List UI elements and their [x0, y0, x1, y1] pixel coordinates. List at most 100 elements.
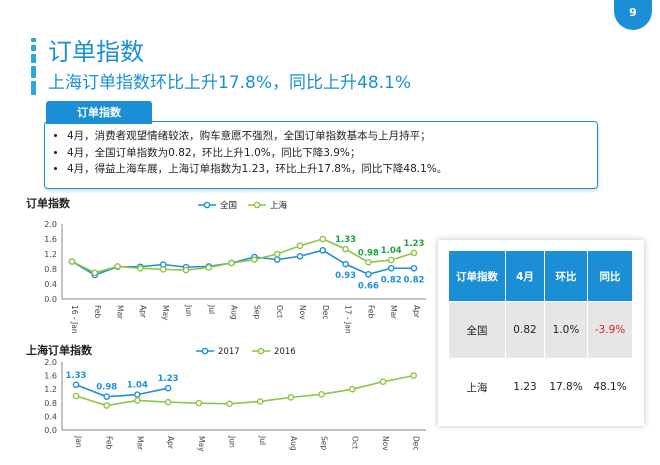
- data-point: [342, 245, 349, 253]
- x-tick-label: 17 - Jan: [344, 305, 353, 334]
- series-line-1: [75, 374, 414, 407]
- x-tick-label: Nov: [298, 305, 307, 320]
- data-point: [387, 264, 395, 272]
- page-title: 订单指数: [48, 38, 144, 66]
- x-tick-label: Jul: [207, 304, 216, 314]
- table-header-cell: 4月: [505, 250, 545, 302]
- data-point: [342, 260, 349, 268]
- data-point: [137, 264, 144, 272]
- table-cell: 17.8%: [544, 358, 588, 416]
- data-point: [226, 400, 233, 408]
- data-point: [296, 242, 304, 250]
- data-point: [348, 385, 356, 393]
- title-decoration-bar-2: [31, 45, 36, 51]
- x-tick-label: Jun: [228, 435, 237, 448]
- national-shanghai-order-index-chart: 0.0 0.4 0.8 1.2 1.6 2.0 16 - Jan Feb Mar Apr May Ju…: [44, 200, 426, 334]
- x-tick-label: Dec: [321, 305, 330, 320]
- data-label: 1.23: [404, 239, 425, 249]
- x-tick-label: Mar: [135, 436, 144, 451]
- stats-table-card: 订单指数 4月 环比 同比 全国 0.82 1.0% -3.9% 上海 1.23…: [438, 240, 644, 426]
- data-point: [319, 235, 327, 243]
- data-point: [68, 258, 76, 265]
- table-cell-negative: -3.9%: [587, 301, 633, 359]
- y-tick-label: 0.0: [44, 426, 57, 435]
- data-point: [410, 264, 418, 272]
- data-label: 1.33: [66, 371, 87, 381]
- x-tick-label: Nov: [381, 436, 390, 451]
- x-tick-label: Mar: [116, 305, 125, 320]
- title-decoration-bar-1: [31, 38, 36, 42]
- x-tick-label: Aug: [289, 436, 298, 451]
- data-label: 0.93: [335, 271, 356, 281]
- data-point: [296, 252, 304, 260]
- table-row: 全国 0.82 1.0% -3.9%: [448, 301, 633, 359]
- data-point: [195, 399, 203, 407]
- data-point: [159, 266, 167, 273]
- legend-marker: [257, 347, 265, 355]
- data-point: [318, 391, 325, 398]
- data-point: [410, 372, 418, 379]
- table-cell: 1.23: [505, 358, 545, 416]
- data-point: [273, 256, 281, 263]
- legend-marker: [203, 201, 211, 209]
- data-point: [379, 378, 387, 386]
- data-point: [273, 250, 281, 258]
- data-label: 0.66: [358, 281, 379, 291]
- y-tick-label: 0.4: [44, 280, 57, 289]
- table-cell: 上海: [448, 358, 506, 416]
- data-point: [205, 264, 213, 271]
- table-header-cell: 环比: [544, 250, 588, 302]
- title-decoration-bar-5: [31, 81, 36, 95]
- data-point: [103, 393, 110, 400]
- x-tick-label: Feb: [366, 305, 375, 319]
- x-tick-label: Aug: [230, 305, 239, 320]
- y-tick-label: 2.0: [44, 358, 57, 367]
- x-tick-label: Sep: [252, 305, 261, 319]
- legend-marker: [253, 201, 261, 209]
- x-tick-label: Jul: [258, 435, 267, 445]
- x-tick-label: Feb: [93, 305, 102, 319]
- data-point: [103, 402, 110, 409]
- data-point: [319, 246, 327, 254]
- x-tick-label: 16 - Jan: [70, 305, 79, 334]
- x-tick-label: Sep: [320, 436, 329, 450]
- x-tick-label: Apr: [166, 436, 175, 450]
- data-point: [228, 259, 235, 267]
- series-line-1: [71, 238, 415, 274]
- data-point: [251, 256, 258, 263]
- y-tick-label: 2.0: [44, 220, 57, 229]
- chart-1-title: 订单指数: [26, 197, 70, 210]
- data-point: [164, 398, 172, 406]
- data-label: 1.04: [127, 381, 148, 391]
- page-subtitle: 上海订单指数环比上升17.8%，同比上升48.1%: [48, 73, 412, 93]
- legend-label: 上海: [270, 200, 288, 211]
- data-point: [287, 394, 295, 401]
- data-label: 0.98: [358, 248, 379, 258]
- title-decoration-bar-4: [31, 66, 36, 78]
- x-tick-label: Apr: [138, 305, 147, 319]
- x-tick-label: Jan: [74, 435, 83, 448]
- table-header-cell: 同比: [587, 250, 633, 302]
- data-point: [256, 398, 264, 405]
- data-point: [182, 266, 190, 274]
- y-tick-label: 1.6: [44, 372, 57, 381]
- page-number-badge: 9: [614, 0, 652, 30]
- table-row: 上海 1.23 17.8% 48.1%: [448, 358, 633, 416]
- x-tick-label: Apr: [412, 305, 421, 319]
- x-tick-label: Mar: [389, 305, 398, 320]
- summary-bullet: 4月，得益上海车展，上海订单指数为1.23，环比上升17.8%，同比下降48.1…: [67, 161, 597, 178]
- legend-label: 全国: [220, 200, 237, 211]
- table-header-row: 订单指数 4月 环比 同比: [448, 250, 633, 302]
- legend-label: 2016: [274, 347, 296, 357]
- chart-2-title: 上海订单指数: [26, 344, 92, 357]
- data-point: [387, 256, 395, 264]
- legend-marker: [201, 347, 209, 355]
- data-point: [134, 397, 141, 404]
- data-point: [72, 392, 80, 400]
- data-point: [365, 258, 372, 266]
- data-point: [410, 249, 418, 257]
- summary-box: 4月，消费者观望情绪较浓，购车意愿不强烈，全国订单指数基本与上月持平； 4月，全…: [44, 121, 598, 189]
- summary-bullet: 4月，消费者观望情绪较浓，购车意愿不强烈，全国订单指数基本与上月持平；: [67, 128, 597, 145]
- y-tick-label: 1.6: [44, 235, 57, 244]
- data-label: 0.82: [381, 275, 402, 285]
